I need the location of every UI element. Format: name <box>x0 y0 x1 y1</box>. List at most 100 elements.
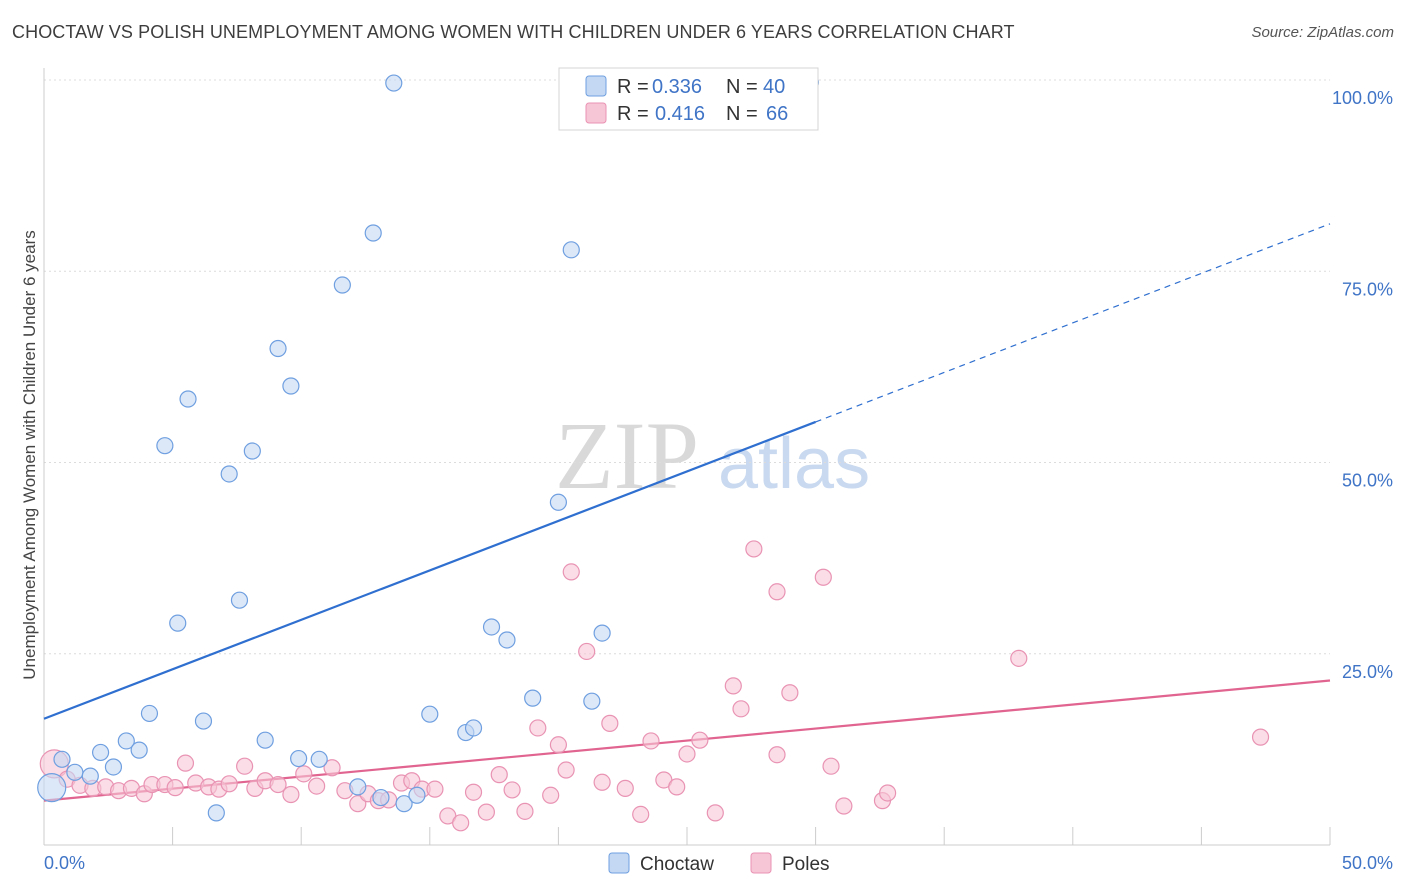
watermark: ZIP atlas <box>555 402 870 509</box>
series-poles <box>39 540 1270 832</box>
point-choctaw-31 <box>464 719 483 737</box>
point-poles-59 <box>768 583 786 601</box>
bottom-legend-swatch-choctaw <box>608 852 630 874</box>
trend-line-dashed-choctaw <box>815 223 1331 423</box>
point-poles-61 <box>781 684 799 702</box>
point-choctaw-16 <box>243 442 261 460</box>
point-poles-25 <box>349 795 367 813</box>
y-axis-title: Unemployment Among Women with Children U… <box>20 230 39 679</box>
point-poles-38 <box>503 781 521 799</box>
point-choctaw-34 <box>524 689 542 707</box>
point-poles-55 <box>706 804 724 822</box>
point-poles-41 <box>542 786 560 804</box>
y-tick-label-75: 75.0% <box>1342 279 1393 299</box>
point-poles-45 <box>578 642 596 661</box>
bottom-legend-label-poles: Poles <box>782 854 830 875</box>
point-poles-49 <box>632 805 650 824</box>
point-choctaw-8 <box>140 704 159 723</box>
point-poles-37 <box>490 766 508 784</box>
point-choctaw-36 <box>562 241 580 259</box>
point-poles-23 <box>323 759 341 777</box>
grid <box>44 79 1330 655</box>
point-choctaw-21 <box>310 750 328 768</box>
watermark-atlas: atlas <box>718 424 870 504</box>
point-poles-20 <box>282 785 300 804</box>
legend-swatch-choctaw <box>585 75 607 97</box>
point-poles-44 <box>562 563 580 581</box>
point-choctaw-27 <box>395 795 413 813</box>
point-choctaw-1 <box>53 750 71 768</box>
point-poles-21 <box>295 765 313 783</box>
legend: R = 0.336 N = 40 R = 0.416 N = 66 <box>558 67 819 131</box>
watermark-zip: ZIP <box>555 402 699 509</box>
point-poles-64 <box>835 797 853 815</box>
point-choctaw-15 <box>230 591 249 609</box>
point-poles-54 <box>691 731 709 749</box>
point-choctaw-35 <box>549 493 568 511</box>
point-poles-63 <box>822 757 840 775</box>
legend-n-label-choctaw: N = <box>726 76 758 98</box>
point-poles-39 <box>516 802 534 820</box>
point-poles-48 <box>616 779 634 797</box>
y-tick-label-100: 100.0% <box>1332 88 1393 108</box>
legend-n-value-choctaw: 40 <box>763 76 785 98</box>
point-choctaw-6 <box>117 732 135 750</box>
point-choctaw-5 <box>104 758 123 776</box>
point-poles-58 <box>745 540 763 558</box>
x-tick-label-min: 0.0% <box>44 853 85 873</box>
point-poles-36 <box>477 803 495 821</box>
trend-lines <box>43 223 1331 802</box>
point-poles-53 <box>678 745 696 763</box>
point-poles-34 <box>452 814 470 832</box>
point-poles-10 <box>166 779 184 797</box>
point-choctaw-19 <box>282 377 300 395</box>
bottom-legend-swatch-poles <box>750 852 772 874</box>
point-choctaw-11 <box>179 390 197 408</box>
point-choctaw-9 <box>156 437 174 455</box>
point-choctaw-13 <box>207 804 225 822</box>
point-poles-60 <box>768 746 786 764</box>
point-choctaw-18 <box>269 339 287 358</box>
point-choctaw-2 <box>66 763 84 781</box>
legend-swatch-poles <box>585 102 607 124</box>
point-choctaw-26 <box>385 74 403 92</box>
point-choctaw-37 <box>583 692 601 710</box>
axes <box>43 68 1331 846</box>
point-poles-66 <box>879 784 897 802</box>
point-choctaw-4 <box>91 743 110 762</box>
point-poles-57 <box>732 700 750 718</box>
point-poles-46 <box>593 773 611 791</box>
point-choctaw-25 <box>372 788 390 807</box>
point-poles-22 <box>308 777 326 795</box>
point-choctaw-14 <box>220 465 238 483</box>
y-tick-label-25: 25.0% <box>1342 662 1393 682</box>
point-choctaw-20 <box>290 749 308 768</box>
point-choctaw-24 <box>364 224 382 242</box>
chart-title: CHOCTAW VS POLISH UNEMPLOYMENT AMONG WOM… <box>12 22 1015 42</box>
bottom-legend-label-choctaw: Choctaw <box>640 854 714 875</box>
point-poles-15 <box>220 775 238 793</box>
point-poles-43 <box>557 761 575 779</box>
legend-r-label-choctaw: R = <box>617 76 649 98</box>
point-choctaw-38 <box>593 624 611 642</box>
trend-line-choctaw <box>43 420 816 720</box>
x-tick-label-max: 50.0% <box>1342 853 1393 873</box>
point-poles-32 <box>426 780 444 798</box>
bottom-legend: Choctaw Poles <box>608 852 830 875</box>
point-poles-16 <box>236 757 254 775</box>
legend-r-label-poles: R = <box>617 103 649 125</box>
point-choctaw-7 <box>130 741 148 759</box>
point-choctaw-32 <box>482 618 501 636</box>
legend-r-value-poles: 0.416 <box>655 103 705 125</box>
point-poles-68 <box>1251 728 1270 746</box>
point-poles-62 <box>814 568 832 586</box>
legend-n-label-poles: N = <box>726 103 758 125</box>
point-choctaw-23 <box>349 778 367 796</box>
point-poles-11 <box>176 754 195 772</box>
point-choctaw-12 <box>194 712 213 730</box>
point-choctaw-33 <box>498 631 516 649</box>
y-tick-label-50: 50.0% <box>1342 471 1393 491</box>
point-choctaw-10 <box>169 614 187 632</box>
point-poles-50 <box>642 732 660 750</box>
